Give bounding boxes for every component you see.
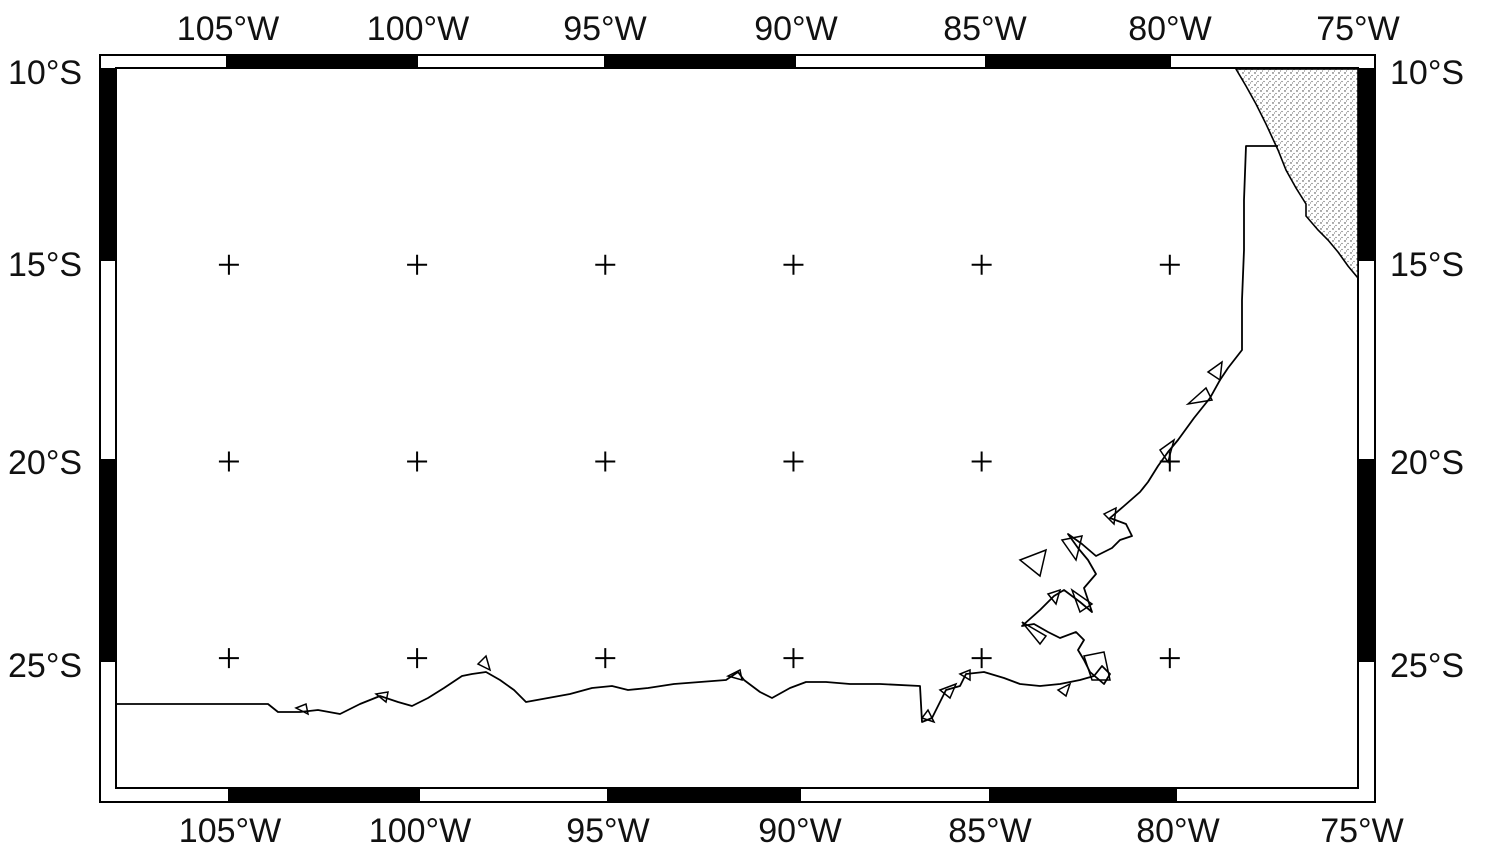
lon-label-bottom-90w: 90°W xyxy=(758,812,842,850)
graticule-crosses xyxy=(218,254,1180,669)
lon-label-top-80w: 80°W xyxy=(1128,10,1212,48)
lon-label-top-105w: 105°W xyxy=(177,10,279,48)
graticule-cross xyxy=(218,254,239,275)
graticule-cross xyxy=(971,648,992,669)
lat-label-left-10s: 10°S xyxy=(8,54,82,92)
graticule-cross xyxy=(783,451,804,472)
map-frame xyxy=(99,54,1376,803)
lat-label-left-20s: 20°S xyxy=(8,444,82,482)
lon-label-top-75w: 75°W xyxy=(1316,10,1400,48)
lat-label-left-25s: 25°S xyxy=(8,647,82,685)
graticule-cross xyxy=(218,648,239,669)
lat-label-right-15s: 15°S xyxy=(1390,246,1464,284)
lat-label-right-25s: 25°S xyxy=(1390,647,1464,685)
graticule-cross xyxy=(1159,648,1180,669)
coastline-land xyxy=(1234,68,1359,281)
lon-label-bottom-100w: 100°W xyxy=(369,812,471,850)
right-latitude-labels: 10°S 15°S 20°S 25°S xyxy=(1390,54,1464,685)
lat-label-right-10s: 10°S xyxy=(1390,54,1464,92)
top-longitude-labels: 105°W 100°W 95°W 90°W 85°W 80°W 75°W xyxy=(177,10,1400,48)
lon-label-bottom-80w: 80°W xyxy=(1136,812,1220,850)
lon-label-bottom-105w: 105°W xyxy=(179,812,281,850)
graticule-cross xyxy=(783,648,804,669)
graticule-cross xyxy=(218,451,239,472)
graticule-cross xyxy=(595,451,616,472)
graticule-cross xyxy=(783,254,804,275)
lon-label-bottom-95w: 95°W xyxy=(566,812,650,850)
lon-label-top-100w: 100°W xyxy=(367,10,469,48)
track-loops xyxy=(294,360,1223,724)
ship-track-line xyxy=(116,145,1278,723)
lon-label-top-95w: 95°W xyxy=(563,10,647,48)
graticule-cross xyxy=(595,648,616,669)
graticule-cross xyxy=(971,451,992,472)
graticule-cross xyxy=(407,254,428,275)
lon-label-bottom-75w: 75°W xyxy=(1320,812,1404,850)
lat-label-right-20s: 20°S xyxy=(1390,444,1464,482)
graticule-cross xyxy=(1159,254,1180,275)
graticule-cross xyxy=(407,648,428,669)
left-latitude-labels: 10°S 15°S 20°S 25°S xyxy=(8,54,82,685)
lon-label-top-90w: 90°W xyxy=(754,10,838,48)
graticule-cross xyxy=(971,254,992,275)
lon-label-bottom-85w: 85°W xyxy=(948,812,1032,850)
lat-label-left-15s: 15°S xyxy=(8,246,82,284)
graticule-cross xyxy=(407,451,428,472)
lon-label-top-85w: 85°W xyxy=(943,10,1027,48)
bottom-longitude-labels: 105°W 100°W 95°W 90°W 85°W 80°W 75°W xyxy=(179,812,1404,850)
graticule-cross xyxy=(595,254,616,275)
